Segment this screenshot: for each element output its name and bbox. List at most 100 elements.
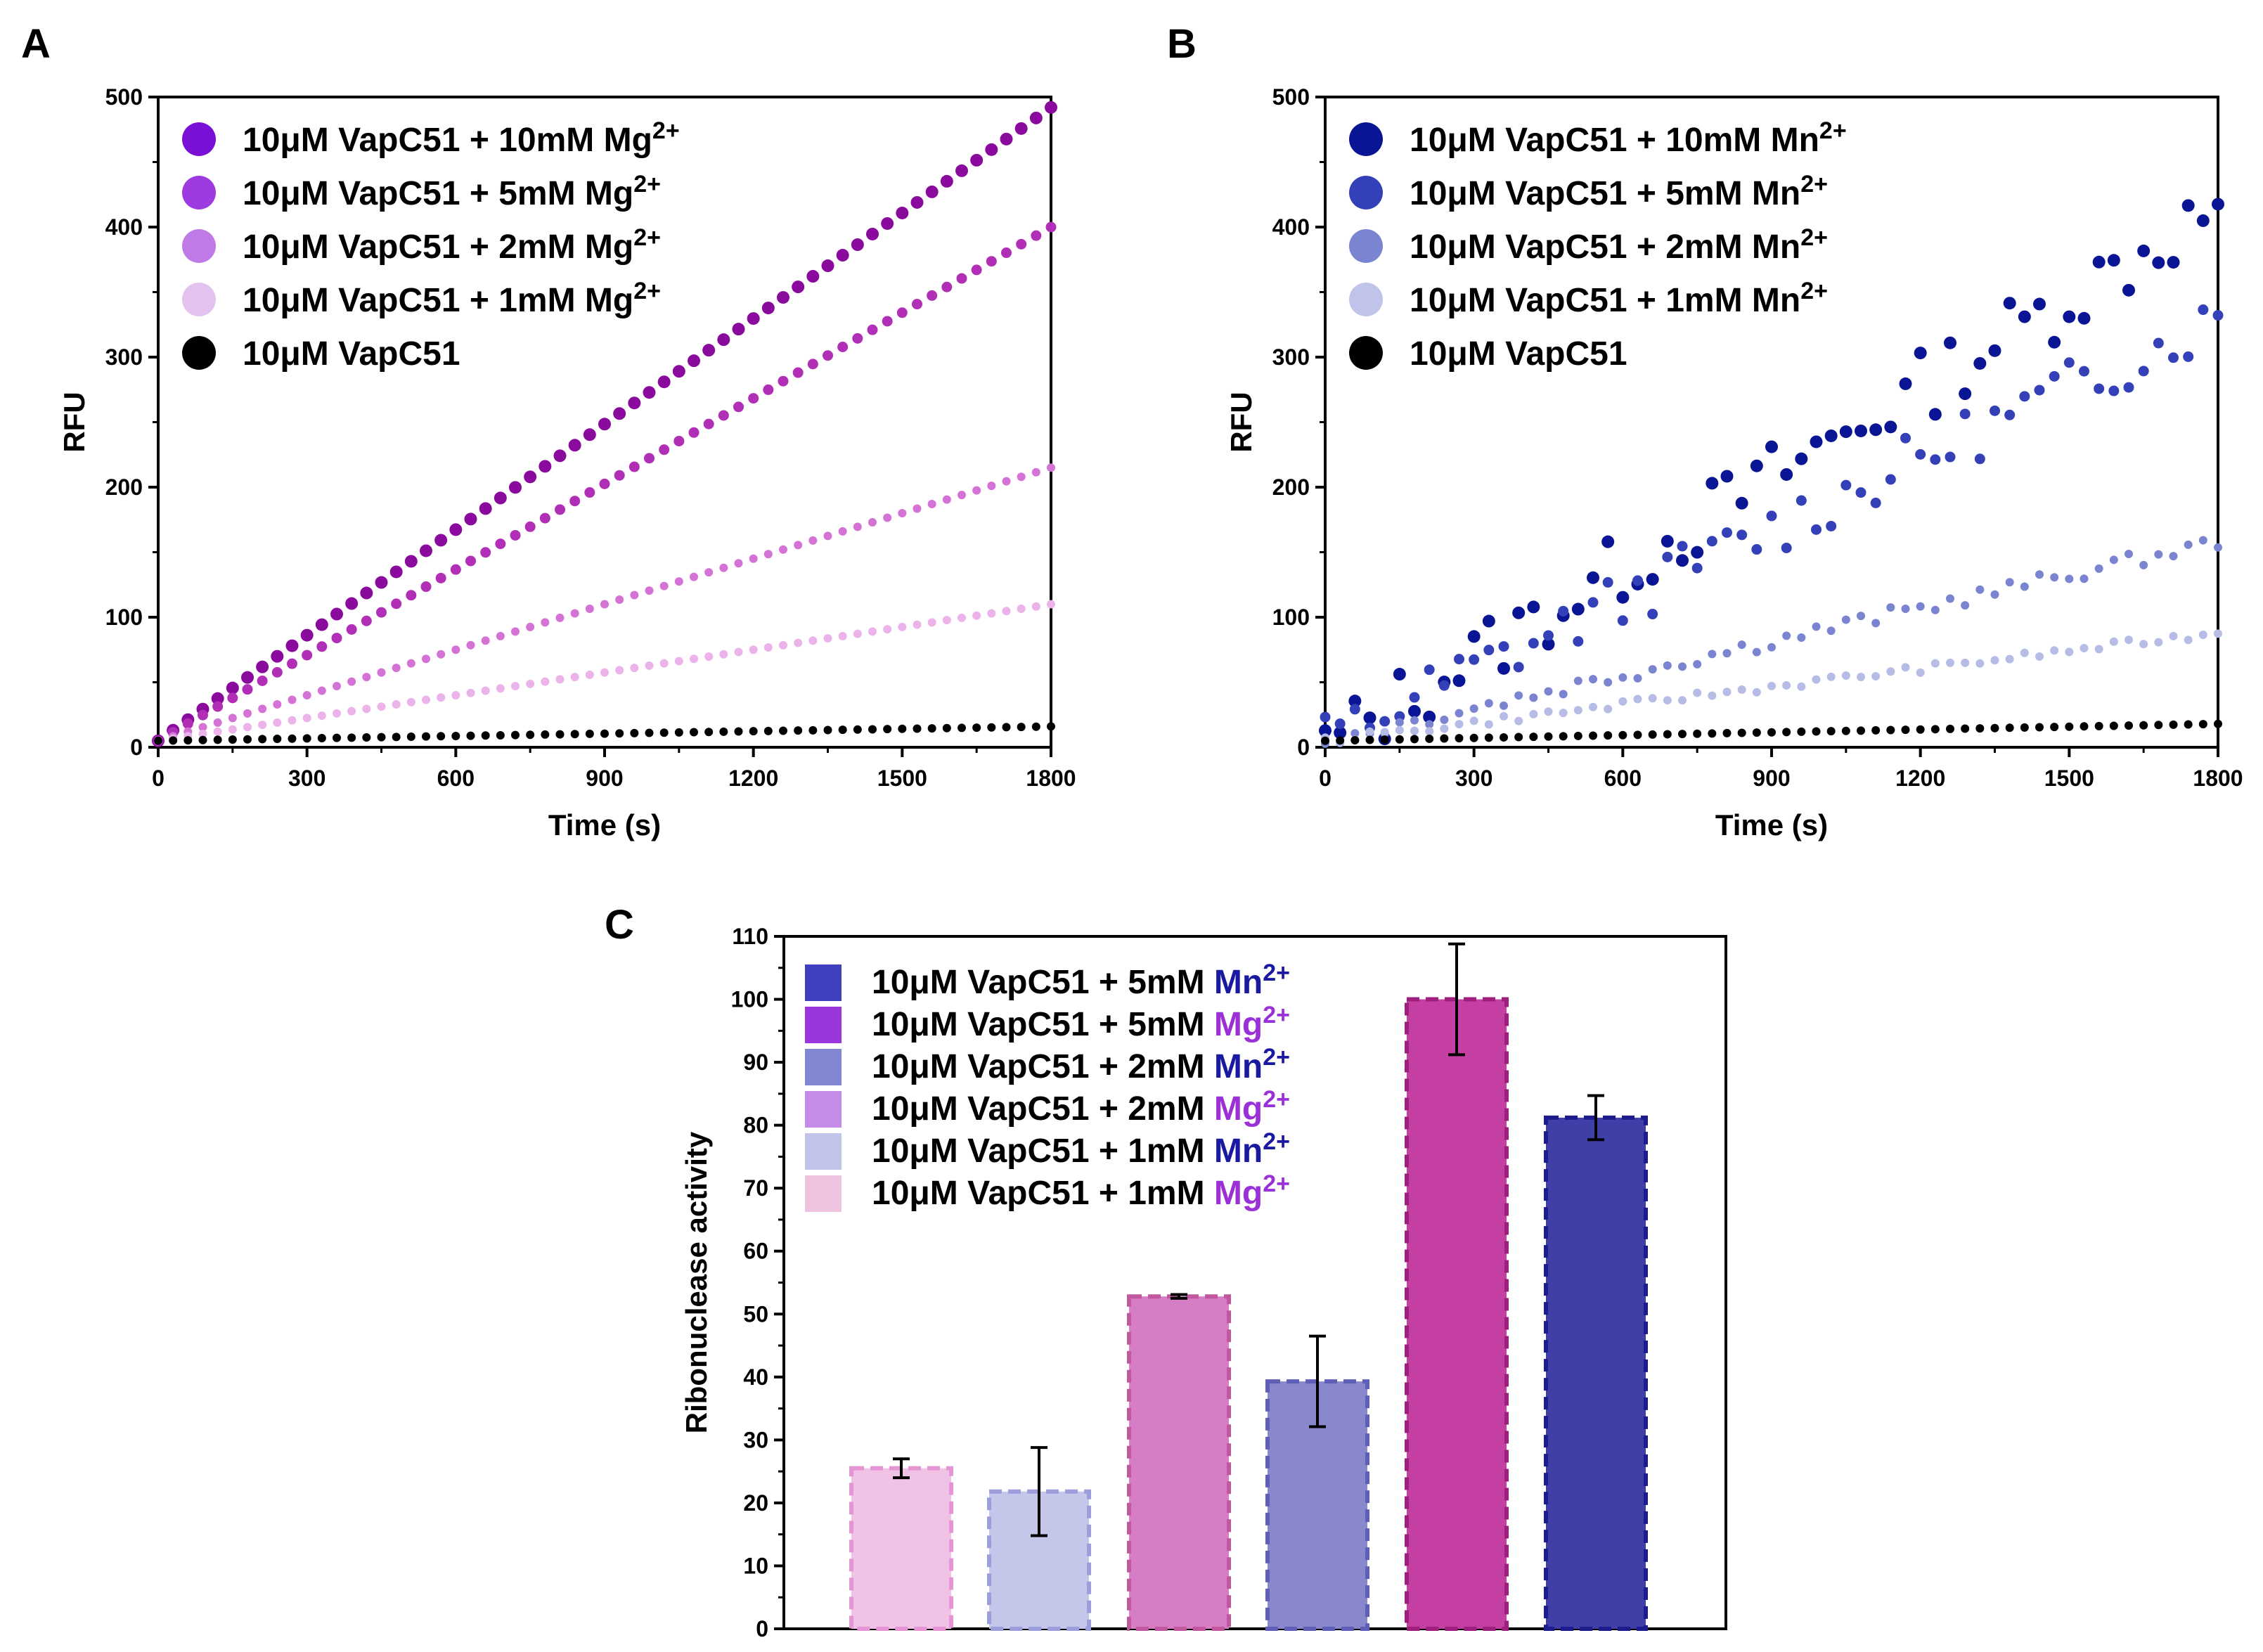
data-point [1395,725,1404,735]
data-point [1691,562,1703,574]
data-point [1589,731,1597,740]
data-point [1797,633,1806,643]
data-point [2003,297,2016,310]
x-tick-label: 1800 [2193,766,2243,791]
data-point [316,641,328,652]
data-point [1871,619,1881,628]
data-point [1559,690,1568,699]
data-point [555,730,565,739]
panel-a-chart: 0 300 600 900 1200 1500 1800 0 100 200 300 400 500 Ti… [58,84,1076,841]
data-point [1410,716,1419,725]
data-point [450,564,461,575]
data-point [1438,680,1450,691]
data-point [1482,614,1495,628]
data-point [198,723,207,732]
data-point [2123,382,2134,393]
data-point [1617,615,1628,626]
data-point [1678,730,1687,739]
error-bar [1587,1094,1604,1142]
data-point [778,375,789,387]
data-point [866,227,879,240]
data-point [243,735,252,744]
data-point [823,634,832,643]
data-point [2169,720,2178,729]
x-tick-label: 300 [1455,766,1492,791]
legend-superscript: 2+ [1819,117,1847,144]
data-point [1334,726,1347,740]
data-point [466,640,475,650]
data-point [302,734,311,743]
data-point [1029,111,1043,124]
data-point [600,600,609,609]
data-point [657,375,671,389]
y-axis-label: Ribonuclease activity [680,1131,713,1433]
data-point [1410,726,1419,735]
data-point [539,460,552,473]
data-point [1440,724,1449,733]
data-point [213,718,222,727]
data-point [2080,643,2089,652]
data-point [466,731,475,740]
data-point [2137,244,2151,257]
data-point [481,731,490,740]
y-tick-label: 0 [130,735,143,760]
data-point [838,527,847,536]
data-point [1425,720,1434,729]
data-point [972,723,981,733]
data-point [702,344,716,357]
legend-label: 10μM VapC51 + 2mM Mn2+ [872,1044,1290,1085]
x-axis-label: Time (s) [548,808,661,841]
data-point [808,636,818,645]
data-point [1750,459,1763,472]
data-point [1573,635,1584,647]
data-point [1045,221,1057,233]
data-point [1467,630,1481,643]
legend-ion: Mg [1214,1090,1263,1128]
data-point [1527,600,1540,614]
data-point [882,316,893,327]
data-point [2049,370,2060,382]
legend-marker [1349,336,1383,370]
data-point [1693,688,1702,697]
data-point [1424,664,1435,676]
data-point [690,654,698,664]
data-point [1544,707,1553,716]
data-point [1661,534,1674,548]
data-point [1944,336,1956,349]
data-point [541,677,550,686]
data-point [1693,659,1702,669]
data-point [733,401,744,413]
data-point [1826,672,1836,681]
data-point [1693,729,1702,738]
data-point [376,607,387,618]
legend-label: 10μM VapC51 + 1mM Mn2+ [872,1128,1290,1170]
legend-label: 10μM VapC51 + 5mM Mg2+ [243,171,661,212]
data-point [1587,571,1599,584]
data-point [466,688,475,697]
data-point [422,695,430,704]
data-point [228,735,237,744]
data-point [1916,668,1925,677]
data-point [912,299,922,310]
y-axis-label: RFU [58,392,91,452]
data-point [971,264,982,276]
data-point [1797,682,1806,691]
data-point [896,206,909,219]
data-point [526,730,535,740]
legend-label: 10μM VapC51 + 1mM Mg2+ [872,1170,1290,1212]
data-point [2018,310,2031,323]
data-point [434,534,448,547]
data-point [258,721,267,730]
data-point [734,647,743,657]
data-point [2169,552,2178,561]
data-point [1542,638,1555,651]
y-tick-label: 90 [743,1050,768,1075]
data-point [435,572,446,583]
data-point [898,622,907,631]
data-point [2005,578,2014,587]
data-point [1469,733,1478,742]
data-point [2196,214,2210,227]
data-point [823,350,833,361]
data-point [673,435,685,446]
data-point [1885,474,1896,485]
